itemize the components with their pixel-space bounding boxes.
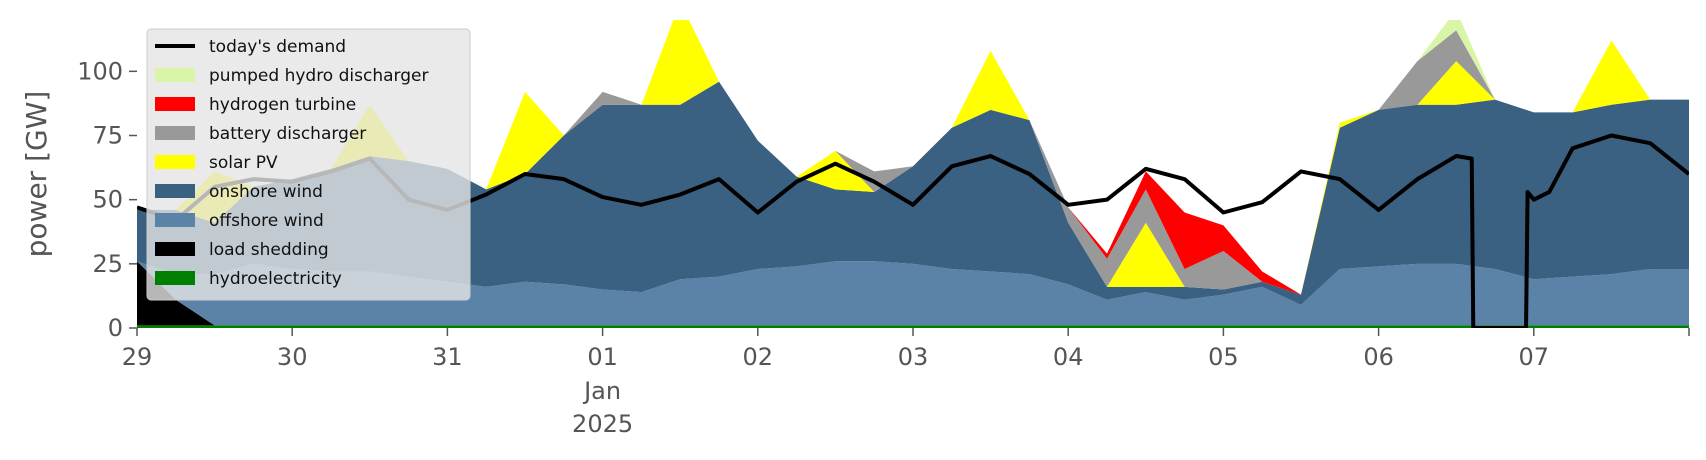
y-tick-label: 25 [92,250,123,278]
legend-box [146,28,471,301]
y-tick-label: 0 [108,314,123,342]
y-axis-title: power [GW] [20,91,53,258]
x-tick-label: 01 [587,343,618,371]
x-tick-label: 03 [898,343,929,371]
legend-label-hydrogen-turbine: hydrogen turbine [209,95,356,115]
x-tick-label: 29 [122,343,153,371]
legend-label-hydroelectricity: hydroelectricity [209,269,342,289]
y-tick-label: 50 [92,186,123,214]
area-series-hydroelectricity [137,325,1689,328]
x-tick-label: 02 [743,343,774,371]
area-series-onshore-wind [137,81,1689,305]
legend-swatch-pumped-hydro-discharger [155,68,195,82]
legend-swatch-hydroelectricity [155,271,195,285]
legend-swatch-load-shedding [155,242,195,256]
legend-label-offshore-wind: offshore wind [209,211,324,231]
x-tick-label: 30 [277,343,308,371]
legend-swatch-hydrogen-turbine [155,97,195,111]
legend-label-solar-pv: solar PV [209,153,278,173]
legend-swatch-offshore-wind [155,213,195,227]
x-tick-label: 07 [1519,343,1550,371]
x-tick-label: 05 [1208,343,1239,371]
legend-label-load-shedding: load shedding [209,240,329,260]
area-series-offshore-wind [137,261,1689,326]
legend-label-today-s-demand: today's demand [209,37,346,57]
legend-label-onshore-wind: onshore wind [209,182,323,202]
legend-label-pumped-hydro-discharger: pumped hydro discharger [209,66,428,86]
legend-label-battery-discharger: battery discharger [209,124,366,144]
x-tick-month-label: Jan [582,377,621,405]
legend-swatch-solar-pv [155,155,195,169]
x-tick-label: 31 [432,343,463,371]
y-tick-label: 100 [77,57,123,85]
legend-swatch-battery-discharger [155,126,195,140]
x-tick-year-label: 2025 [572,410,633,438]
x-tick-label: 04 [1053,343,1084,371]
x-tick-label: 06 [1363,343,1394,371]
legend-swatch-onshore-wind [155,184,195,198]
y-tick-label: 75 [92,122,123,150]
